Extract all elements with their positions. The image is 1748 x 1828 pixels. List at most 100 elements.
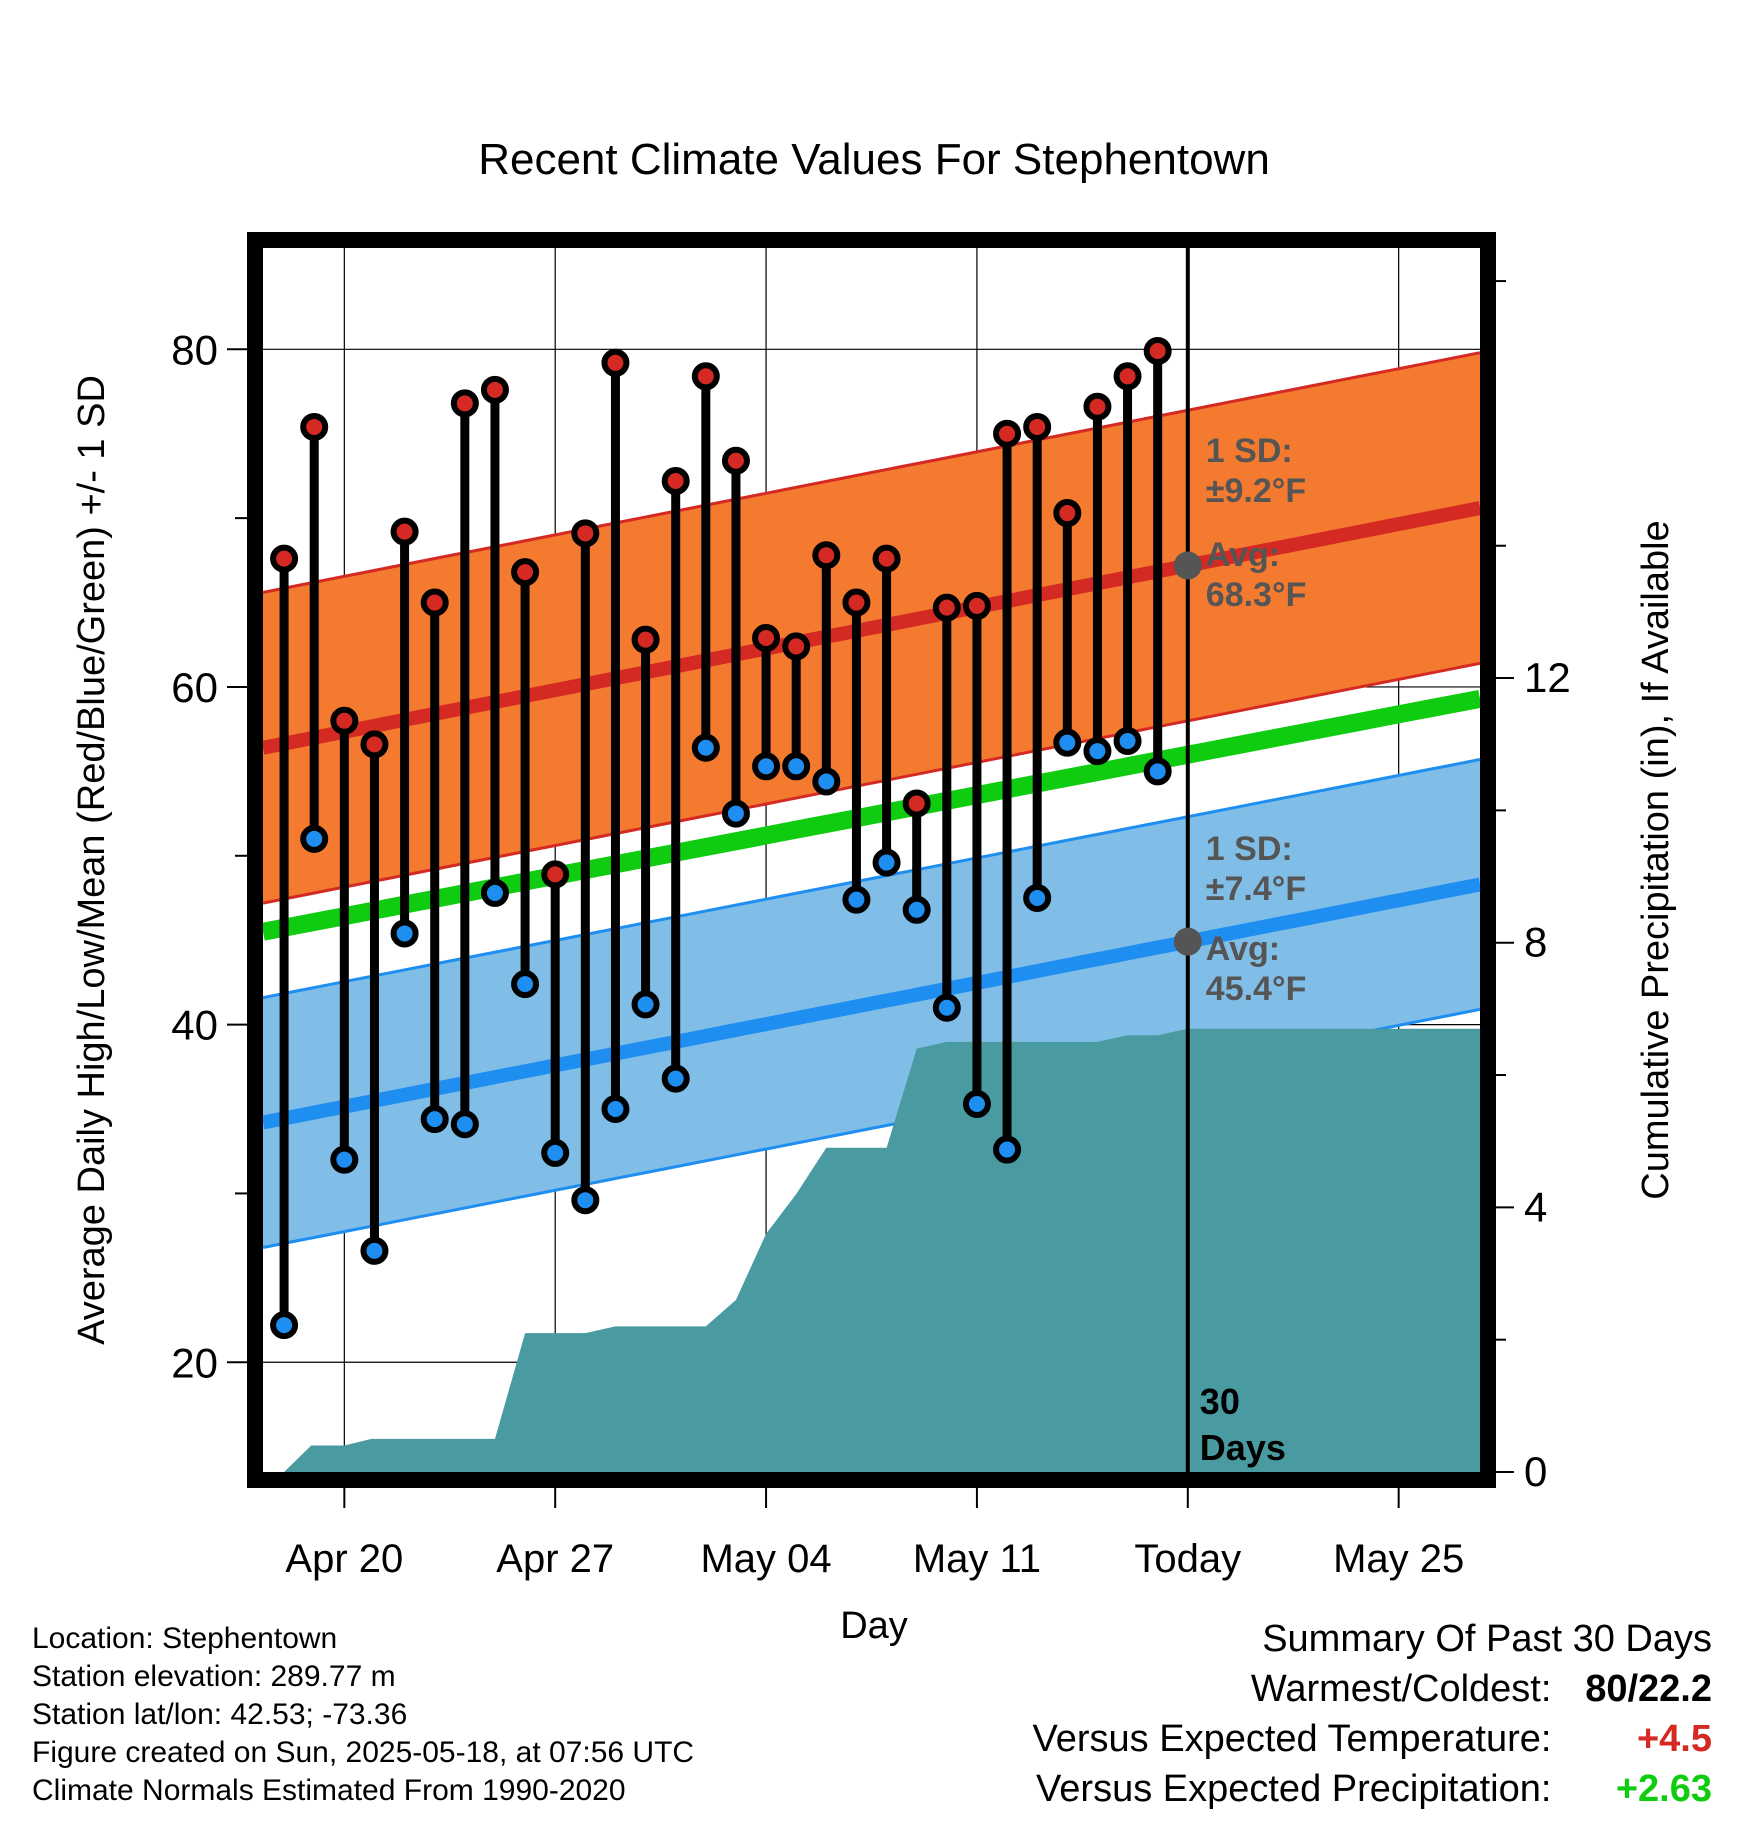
summary-precip: Versus Expected Precipitation: +2.63: [1033, 1768, 1712, 1818]
obs-low-point: [902, 895, 931, 924]
summary-temp: Versus Expected Temperature: +4.5: [1033, 1718, 1712, 1768]
high-avg-label: Avg:: [1206, 536, 1280, 574]
obs-low-point: [330, 1145, 359, 1174]
obs-high-point: [932, 593, 961, 622]
obs-low-point: [721, 799, 750, 828]
obs-low-point: [601, 1095, 630, 1124]
today-low-avg-marker: [1173, 927, 1202, 956]
window-unit: Days: [1200, 1427, 1286, 1468]
obs-low-point: [300, 824, 329, 853]
obs-low-point: [420, 1105, 449, 1134]
obs-high-point: [1053, 499, 1082, 528]
y2-tick-label: 0: [1524, 1448, 1547, 1495]
today-high-avg-marker: [1173, 551, 1202, 580]
obs-low-point: [1113, 726, 1142, 755]
obs-low-point: [1053, 728, 1082, 757]
obs-high-point: [902, 789, 931, 818]
obs-low-point: [691, 733, 720, 762]
obs-low-point: [1143, 757, 1172, 786]
obs-high-point: [541, 860, 570, 889]
obs-high-point: [1023, 412, 1052, 441]
obs-high-point: [691, 362, 720, 391]
x-tick-label: Today: [1134, 1537, 1241, 1581]
obs-low-point: [661, 1064, 690, 1093]
obs-low-point: [541, 1138, 570, 1167]
info-normals: Climate Normals Estimated From 1990-2020: [32, 1774, 626, 1807]
obs-low-point: [360, 1236, 389, 1265]
obs-low-point: [752, 752, 781, 781]
y-tick-label: 40: [171, 1002, 218, 1049]
obs-high-point: [782, 632, 811, 661]
precip-area: [284, 1028, 1480, 1472]
obs-low-point: [812, 767, 841, 796]
window-number: 30: [1200, 1381, 1240, 1422]
obs-high-point: [993, 419, 1022, 448]
obs-low-point: [962, 1089, 991, 1118]
station-info: Location: Stephentown Station elevation:…: [32, 1620, 694, 1810]
obs-high-point: [601, 348, 630, 377]
obs-high-point: [450, 389, 479, 418]
info-elevation: Station elevation: 289.77 m: [32, 1660, 396, 1693]
temp-diff-value: +4.5: [1636, 1718, 1712, 1760]
high-avg-value: 68.3°F: [1206, 576, 1307, 614]
obs-low-point: [571, 1186, 600, 1215]
obs-low-point: [782, 752, 811, 781]
info-latlon: Station lat/lon: 42.53; -73.36: [32, 1698, 408, 1731]
obs-high-point: [300, 412, 329, 441]
obs-high-point: [511, 558, 540, 587]
obs-high-point: [721, 446, 750, 475]
obs-low-point: [480, 878, 509, 907]
x-axis-label: Day: [840, 1605, 908, 1647]
high-sd-value: ±9.2°F: [1206, 472, 1306, 510]
y2-tick-label: 12: [1524, 654, 1571, 701]
x-tick-label: May 11: [913, 1537, 1041, 1581]
y2-axis-label: Cumulative Precipitation (in), If Availa…: [1635, 520, 1677, 1199]
info-created: Figure created on Sun, 2025-05-18, at 07…: [32, 1736, 695, 1769]
y2-tick-label: 4: [1524, 1183, 1547, 1230]
obs-high-point: [270, 544, 299, 573]
obs-high-point: [390, 517, 419, 546]
obs-high-point: [661, 466, 690, 495]
x-tick-label: Apr 20: [285, 1537, 403, 1581]
low-sd-value: ±7.4°F: [1206, 870, 1306, 908]
obs-low-point: [842, 885, 871, 914]
obs-high-point: [330, 706, 359, 735]
precip-diff-label: Versus Expected Precipitation:: [1036, 1768, 1552, 1810]
obs-low-point: [1023, 883, 1052, 912]
summary-title: Summary Of Past 30 Days: [1262, 1618, 1712, 1660]
precip-diff-value: +2.63: [1615, 1768, 1712, 1810]
low-avg-value: 45.4°F: [1206, 970, 1307, 1008]
y-axis-label: Average Daily High/Low/Mean (Red/Blue/Gr…: [71, 375, 113, 1345]
obs-low-point: [872, 848, 901, 877]
x-tick-label: May 04: [700, 1537, 831, 1581]
overlay-layer: 20 40 60 80 0 4 8 12 Apr 20 Apr 27 May 04 May 11 Tod…: [71, 232, 1677, 1647]
obs-low-point: [450, 1110, 479, 1139]
low-avg-label: Avg:: [1206, 930, 1280, 968]
low-sd-label: 1 SD:: [1206, 830, 1293, 868]
high-sd-label: 1 SD:: [1206, 432, 1293, 470]
obs-high-point: [631, 625, 660, 654]
obs-high-point: [752, 623, 781, 652]
obs-high-point: [1113, 362, 1142, 391]
obs-high-point: [812, 541, 841, 570]
obs-low-point: [270, 1311, 299, 1340]
obs-high-point: [872, 544, 901, 573]
warm-cold-value: 80/22.2: [1585, 1668, 1712, 1710]
obs-low-point: [993, 1135, 1022, 1164]
y2-tick-label: 8: [1524, 919, 1547, 966]
obs-high-point: [360, 730, 389, 759]
obs-low-point: [390, 919, 419, 948]
summary-panel: Summary Of Past 30 Days Warmest/Coldest:…: [1033, 1618, 1712, 1818]
warm-cold-label: Warmest/Coldest:: [1250, 1668, 1552, 1710]
plot-frame: [247, 232, 1496, 1488]
y-tick-label: 60: [171, 664, 218, 711]
obs-high-point: [1083, 392, 1112, 421]
obs-high-point: [571, 519, 600, 548]
obs-high-point: [480, 375, 509, 404]
obs-low-point: [511, 970, 540, 999]
obs-low-point: [1083, 737, 1112, 766]
obs-low-point: [932, 993, 961, 1022]
y-tick-label: 80: [171, 326, 218, 373]
